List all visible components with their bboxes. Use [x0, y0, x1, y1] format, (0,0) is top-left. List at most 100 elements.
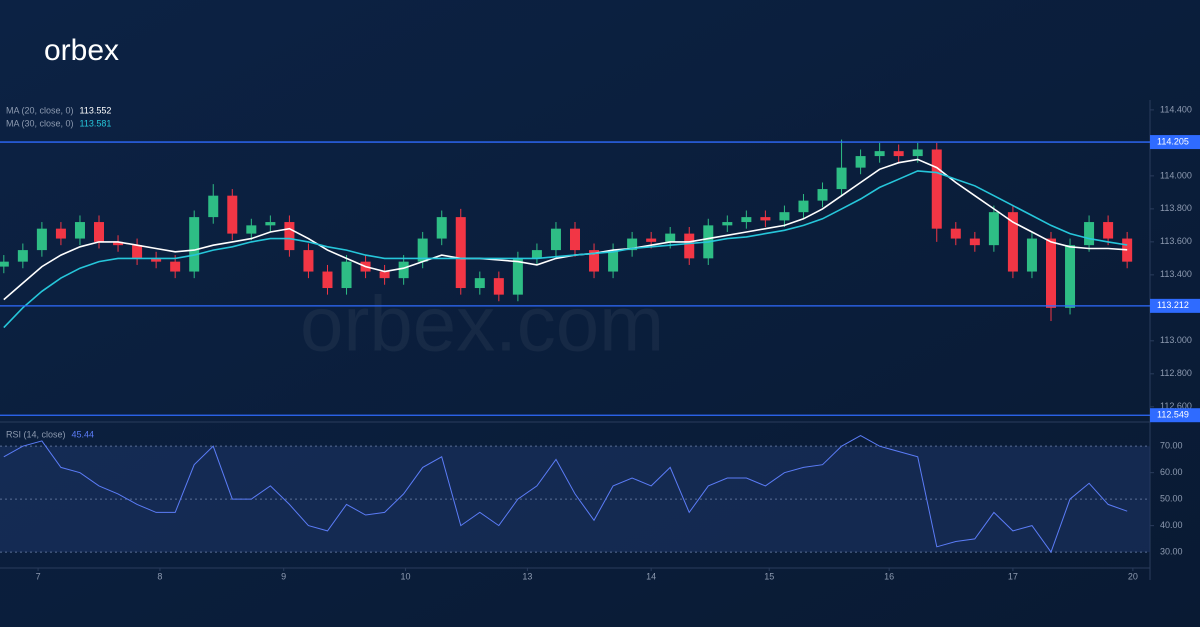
candle-body [817, 189, 828, 201]
candle-body [627, 238, 638, 251]
candle-body [608, 250, 619, 272]
candle-body [646, 238, 657, 242]
y-tick-label: 70.00 [1160, 441, 1183, 451]
candle-body [589, 250, 600, 272]
candle-body [950, 228, 961, 239]
candle-body [17, 250, 28, 262]
level-label: 112.549 [1157, 410, 1189, 420]
moving-average-line [3, 170, 1128, 329]
candle-body [55, 228, 66, 239]
candle-body [855, 156, 866, 168]
candle-body [1026, 238, 1037, 272]
y-tick-label: 114.400 [1160, 104, 1192, 114]
x-tick-label: 8 [157, 571, 162, 581]
candle-body [1007, 212, 1018, 272]
candle-body [988, 212, 999, 246]
candle-body [208, 195, 219, 218]
x-tick-label: 10 [401, 571, 411, 581]
candle-body [417, 238, 428, 262]
level-label: 114.205 [1157, 136, 1189, 146]
moving-average-line [3, 158, 1128, 301]
candle-body [132, 245, 143, 259]
candle-body [170, 261, 181, 272]
candle-body [741, 217, 752, 223]
y-tick-label: 113.000 [1160, 335, 1192, 345]
candle-body [189, 217, 200, 272]
y-tick-label: 114.000 [1160, 170, 1192, 180]
legend-name: MA (30, close, 0) [6, 118, 74, 128]
level-label-box [1150, 408, 1200, 423]
candle-body [874, 151, 885, 157]
candle-body [455, 217, 466, 289]
candle-body [493, 278, 504, 295]
y-tick-label: 40.00 [1160, 520, 1183, 530]
candle-body [246, 225, 257, 234]
level-label-box [1150, 298, 1200, 313]
candle-body [322, 271, 333, 289]
x-tick-label: 14 [646, 571, 656, 581]
candle-body [284, 222, 295, 251]
y-tick-label: 113.800 [1160, 203, 1192, 213]
candle-body [912, 149, 923, 157]
candle-body [969, 238, 980, 246]
candle-body [398, 261, 409, 279]
candle-body [474, 278, 485, 289]
candle-body [36, 228, 47, 251]
candle-body [931, 149, 942, 229]
x-tick-label: 17 [1008, 571, 1018, 581]
logo: orbex [44, 34, 119, 67]
candle-body [531, 250, 542, 259]
candle-body [74, 222, 85, 239]
candle-body [113, 241, 124, 246]
candle-body [893, 151, 904, 157]
x-tick-label: 20 [1128, 571, 1138, 581]
x-tick-label: 16 [884, 571, 894, 581]
x-tick-label: 7 [36, 571, 41, 581]
candle-body [265, 222, 276, 226]
candle-body [550, 228, 561, 251]
candle-body [1045, 238, 1056, 308]
candle-body [665, 233, 676, 242]
legend-value: 45.44 [72, 429, 95, 439]
candle-body [303, 250, 314, 272]
candle-body [779, 212, 790, 221]
watermark: orbex.com [300, 280, 664, 368]
y-tick-label: 30.00 [1160, 546, 1183, 556]
candle-body [379, 271, 390, 279]
candle-body [341, 261, 352, 289]
legend-name: MA (20, close, 0) [6, 105, 74, 115]
candle-body [436, 217, 447, 239]
candle-body [570, 228, 580, 251]
candle-body [151, 258, 162, 262]
y-tick-label: 113.400 [1160, 269, 1192, 279]
x-tick-label: 9 [281, 571, 286, 581]
candle-body [94, 222, 105, 242]
legend-value: 113.581 [80, 118, 112, 128]
y-tick-label: 60.00 [1160, 467, 1183, 477]
candle-body [0, 261, 9, 267]
candle-body [512, 258, 523, 295]
level-label-box [1150, 135, 1200, 150]
candle-body [1084, 222, 1095, 246]
candle-body [722, 222, 733, 226]
candle-body [227, 195, 238, 234]
y-tick-label: 50.00 [1160, 494, 1183, 504]
rsi-line [3, 435, 1128, 554]
candle-body [760, 217, 771, 221]
x-tick-label: 15 [764, 571, 774, 581]
candle-body [836, 167, 847, 190]
candle-body [798, 200, 809, 213]
legend-name: RSI (14, close) [6, 429, 66, 439]
legend-value: 113.552 [80, 105, 112, 115]
candle-body [1065, 245, 1076, 308]
y-tick-label: 112.600 [1160, 401, 1192, 411]
candle-body [684, 233, 695, 259]
y-tick-label: 112.800 [1160, 368, 1192, 378]
y-tick-label: 113.600 [1160, 236, 1192, 246]
x-tick-label: 13 [522, 571, 532, 581]
level-label: 113.212 [1157, 300, 1189, 310]
candle-body [1103, 222, 1114, 239]
